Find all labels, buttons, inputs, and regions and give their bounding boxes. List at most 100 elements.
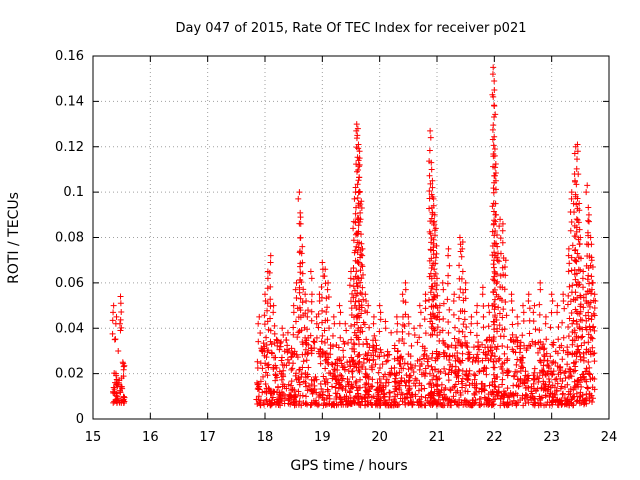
data-point [452, 357, 459, 364]
data-point [480, 349, 487, 356]
data-point [288, 366, 295, 373]
data-point [291, 402, 298, 409]
data-point [480, 302, 487, 309]
data-point [117, 316, 124, 323]
data-point [569, 282, 576, 289]
data-point [586, 364, 593, 371]
data-point [531, 302, 538, 309]
data-point [566, 368, 573, 375]
data-point [426, 172, 433, 179]
data-point [568, 189, 575, 196]
data-point [337, 357, 344, 364]
data-point [565, 268, 572, 275]
data-point [382, 371, 389, 378]
data-point [496, 310, 503, 317]
data-point [264, 362, 271, 369]
data-point [390, 402, 397, 409]
data-point [272, 371, 279, 378]
data-point [493, 374, 500, 381]
data-point [548, 309, 555, 316]
data-point [386, 389, 393, 396]
data-point [584, 384, 591, 391]
data-point [565, 323, 572, 330]
data-point [530, 309, 537, 316]
data-point [421, 316, 428, 323]
data-point [517, 339, 524, 346]
data-point [353, 305, 360, 312]
data-point [298, 371, 305, 378]
data-point [471, 371, 478, 378]
data-point [422, 305, 429, 312]
data-point [358, 198, 365, 205]
data-point [495, 258, 502, 265]
data-point [491, 249, 498, 256]
y-tick-label: 0.16 [55, 49, 84, 64]
data-point [398, 365, 405, 372]
data-point [357, 209, 364, 216]
data-point [570, 386, 577, 393]
data-point [480, 367, 487, 374]
data-point [422, 330, 429, 337]
data-point [281, 348, 288, 355]
data-point [405, 351, 412, 358]
data-point [349, 290, 356, 297]
data-point [351, 341, 358, 348]
data-point [490, 142, 497, 149]
data-point [433, 373, 440, 380]
data-point [574, 156, 581, 163]
data-point [442, 370, 449, 377]
data-point [355, 222, 362, 229]
data-point [257, 360, 264, 367]
data-point [120, 393, 127, 400]
x-tick-label: 23 [543, 430, 560, 445]
data-point [445, 272, 452, 279]
data-point [308, 275, 315, 282]
data-point [552, 398, 559, 405]
data-point [490, 93, 497, 100]
data-point [331, 320, 338, 327]
data-point [430, 372, 437, 379]
data-point [429, 350, 436, 357]
data-point [445, 252, 452, 259]
data-point [322, 266, 329, 273]
data-point [494, 392, 501, 399]
data-point [580, 268, 587, 275]
data-point [455, 366, 462, 373]
data-point [583, 349, 590, 356]
data-point [519, 354, 526, 361]
data-point [422, 298, 429, 305]
data-point [440, 315, 447, 322]
data-point [356, 148, 363, 155]
data-point [358, 240, 365, 247]
data-point [296, 284, 303, 291]
data-point [589, 279, 596, 286]
data-point [457, 248, 464, 255]
data-point [514, 313, 521, 320]
data-point [584, 182, 591, 189]
data-point [342, 320, 349, 327]
data-point [309, 390, 316, 397]
data-point [475, 355, 482, 362]
data-point [440, 286, 447, 293]
data-point [468, 320, 475, 327]
data-point [350, 225, 357, 232]
x-tick-label: 20 [371, 430, 388, 445]
data-point [355, 166, 362, 173]
data-point [459, 357, 466, 364]
data-point [492, 228, 499, 235]
x-tick-label: 22 [486, 430, 503, 445]
data-point [492, 161, 499, 168]
data-point [299, 299, 306, 306]
data-point [458, 342, 465, 349]
data-point [349, 374, 356, 381]
data-point [377, 316, 384, 323]
data-point [353, 121, 360, 128]
data-point [549, 360, 556, 367]
data-point [499, 220, 506, 227]
data-point [528, 397, 535, 404]
data-point [554, 350, 561, 357]
data-point [430, 392, 437, 399]
data-point [362, 387, 369, 394]
data-point [574, 320, 581, 327]
data-point [351, 329, 358, 336]
